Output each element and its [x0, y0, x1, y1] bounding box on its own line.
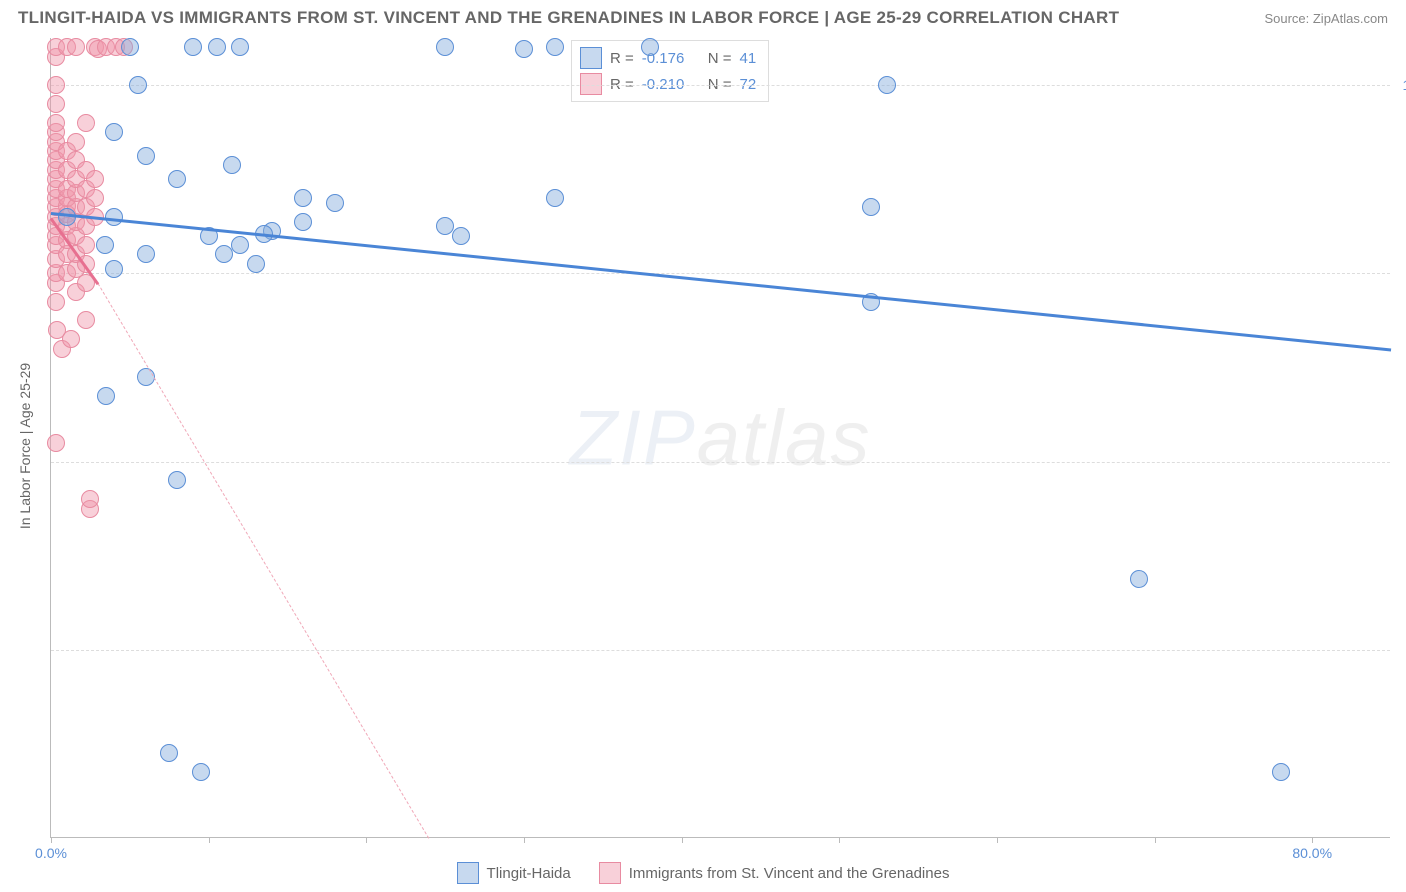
data-point [86, 189, 104, 207]
data-point [77, 311, 95, 329]
legend-swatch [599, 862, 621, 884]
data-point [47, 434, 65, 452]
x-tick [366, 837, 367, 843]
data-point [168, 170, 186, 188]
x-tick [997, 837, 998, 843]
stat-r-value: -0.210 [642, 76, 700, 93]
stat-r-label: R = [610, 76, 634, 93]
data-point [215, 245, 233, 263]
data-point [81, 490, 99, 508]
data-point [121, 38, 139, 56]
trend-line [98, 283, 430, 839]
data-point [878, 76, 896, 94]
legend-item: Immigrants from St. Vincent and the Gren… [599, 862, 950, 884]
legend-bottom: Tlingit-Haida Immigrants from St. Vincent… [0, 862, 1406, 888]
data-point [137, 368, 155, 386]
data-point [137, 147, 155, 165]
data-point [105, 260, 123, 278]
y-tick-label: 100.0% [1395, 77, 1406, 93]
data-point [168, 471, 186, 489]
stat-n-value: 41 [740, 50, 757, 67]
data-point [96, 236, 114, 254]
data-point [129, 76, 147, 94]
x-tick [1312, 837, 1313, 843]
x-tick [839, 837, 840, 843]
x-tick-label: 80.0% [1292, 845, 1332, 861]
legend-swatch [580, 73, 602, 95]
legend-label: Tlingit-Haida [487, 865, 571, 882]
stats-row: R =-0.176N =41 [580, 45, 756, 71]
trend-line [51, 212, 1391, 351]
stat-r-label: R = [610, 50, 634, 67]
data-point [160, 744, 178, 762]
data-point [326, 194, 344, 212]
data-point [62, 330, 80, 348]
x-tick [1155, 837, 1156, 843]
data-point [515, 40, 533, 58]
data-point [184, 38, 202, 56]
stat-n-label: N = [708, 76, 732, 93]
x-tick [524, 837, 525, 843]
x-tick [682, 837, 683, 843]
data-point [86, 170, 104, 188]
watermark: ZIPatlas [569, 392, 871, 483]
data-point [77, 236, 95, 254]
legend-item: Tlingit-Haida [457, 862, 571, 884]
gridline [51, 85, 1390, 86]
chart-title: TLINGIT-HAIDA VS IMMIGRANTS FROM ST. VIN… [18, 8, 1119, 28]
data-point [231, 236, 249, 254]
gridline [51, 273, 1390, 274]
data-point [208, 38, 226, 56]
data-point [862, 198, 880, 216]
stat-n-label: N = [708, 50, 732, 67]
data-point [231, 38, 249, 56]
data-point [546, 189, 564, 207]
legend-swatch [457, 862, 479, 884]
y-tick-label: 60.0% [1395, 454, 1406, 470]
y-axis-label: In Labor Force | Age 25-29 [17, 363, 33, 529]
gridline [51, 650, 1390, 651]
data-point [47, 95, 65, 113]
data-point [546, 38, 564, 56]
data-point [1130, 570, 1148, 588]
data-point [97, 387, 115, 405]
data-point [641, 38, 659, 56]
data-point [452, 227, 470, 245]
x-tick-label: 0.0% [35, 845, 67, 861]
gridline [51, 462, 1390, 463]
data-point [47, 114, 65, 132]
data-point [67, 133, 85, 151]
data-point [77, 114, 95, 132]
x-tick [51, 837, 52, 843]
data-point [47, 293, 65, 311]
data-point [105, 123, 123, 141]
data-point [67, 38, 85, 56]
y-tick-label: 40.0% [1395, 642, 1406, 658]
data-point [247, 255, 265, 273]
data-point [436, 38, 454, 56]
stat-n-value: 72 [740, 76, 757, 93]
legend-label: Immigrants from St. Vincent and the Gren… [629, 865, 950, 882]
data-point [192, 763, 210, 781]
data-point [47, 76, 65, 94]
data-point [1272, 763, 1290, 781]
data-point [294, 189, 312, 207]
source-attribution: Source: ZipAtlas.com [1264, 11, 1388, 26]
y-tick-label: 80.0% [1395, 265, 1406, 281]
stats-legend-box: R =-0.176N =41R =-0.210N =72 [571, 40, 769, 102]
plot-area: ZIPatlas R =-0.176N =41R =-0.210N =72 40… [50, 38, 1390, 838]
legend-swatch [580, 47, 602, 69]
x-tick [209, 837, 210, 843]
data-point [137, 245, 155, 263]
stats-row: R = -0.210 N = 72 [580, 71, 756, 97]
data-point [223, 156, 241, 174]
data-point [294, 213, 312, 231]
